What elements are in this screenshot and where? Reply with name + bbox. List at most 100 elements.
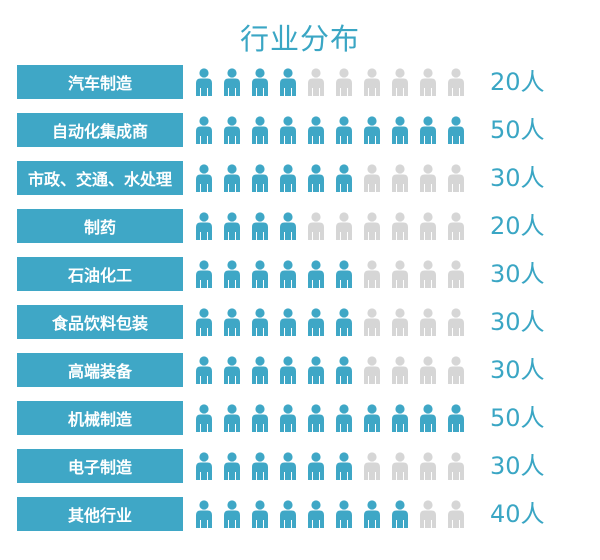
person-icon	[448, 68, 464, 96]
person-icon	[448, 404, 464, 432]
value-label: 40人	[490, 500, 545, 528]
person-icon	[224, 404, 240, 432]
person-icon	[364, 68, 380, 96]
person-icon	[364, 356, 380, 384]
icon-bar	[194, 308, 474, 336]
person-icon	[196, 356, 212, 384]
person-icon	[280, 164, 296, 192]
person-icon	[392, 404, 408, 432]
person-icon	[392, 260, 408, 288]
person-icon	[364, 452, 380, 480]
chart-title: 行业分布	[239, 22, 360, 56]
person-icon	[336, 68, 352, 96]
person-icon	[280, 260, 296, 288]
category-label: 汽车制造	[17, 65, 183, 99]
category-label: 制药	[17, 209, 183, 243]
category-label: 高端装备	[17, 353, 183, 387]
icon-bar	[194, 500, 474, 528]
person-icon	[252, 212, 268, 240]
icon-bar	[194, 260, 474, 288]
person-icon	[196, 452, 212, 480]
person-icon	[448, 260, 464, 288]
person-icon	[364, 260, 380, 288]
person-icon	[280, 212, 296, 240]
person-icon	[252, 500, 268, 528]
person-icon	[336, 500, 352, 528]
category-label: 机械制造	[17, 401, 183, 435]
icon-bar	[194, 404, 474, 432]
person-icon	[280, 404, 296, 432]
person-icon	[448, 452, 464, 480]
person-icon	[308, 404, 324, 432]
chart-row: 自动化集成商 50人	[0, 113, 600, 147]
person-icon	[280, 452, 296, 480]
person-icon	[336, 308, 352, 336]
person-icon	[308, 212, 324, 240]
person-icon	[448, 164, 464, 192]
person-icon	[420, 404, 436, 432]
person-icon	[420, 116, 436, 144]
category-label: 石油化工	[17, 257, 183, 291]
person-icon	[420, 308, 436, 336]
person-icon	[224, 452, 240, 480]
person-icon	[392, 164, 408, 192]
icon-bar	[194, 164, 474, 192]
icon-bar	[194, 116, 474, 144]
value-label: 50人	[490, 404, 545, 432]
value-label: 30人	[490, 356, 545, 384]
person-icon	[196, 212, 212, 240]
icon-bar	[194, 212, 474, 240]
value-label: 30人	[490, 308, 545, 336]
person-icon	[336, 164, 352, 192]
person-icon	[364, 164, 380, 192]
person-icon	[280, 68, 296, 96]
person-icon	[280, 116, 296, 144]
person-icon	[308, 68, 324, 96]
person-icon	[392, 212, 408, 240]
person-icon	[196, 308, 212, 336]
person-icon	[420, 68, 436, 96]
chart-row: 高端装备 30人	[0, 353, 600, 387]
person-icon	[364, 500, 380, 528]
person-icon	[336, 404, 352, 432]
person-icon	[196, 164, 212, 192]
person-icon	[308, 356, 324, 384]
person-icon	[336, 356, 352, 384]
person-icon	[448, 500, 464, 528]
person-icon	[420, 164, 436, 192]
person-icon	[280, 500, 296, 528]
chart-row: 食品饮料包装 30人	[0, 305, 600, 339]
person-icon	[392, 68, 408, 96]
person-icon	[196, 404, 212, 432]
category-label: 其他行业	[17, 497, 183, 531]
person-icon	[252, 404, 268, 432]
chart-row: 汽车制造 20人	[0, 65, 600, 99]
person-icon	[224, 116, 240, 144]
person-icon	[196, 500, 212, 528]
value-label: 50人	[490, 116, 545, 144]
category-label: 市政、交通、水处理	[17, 161, 183, 195]
person-icon	[308, 500, 324, 528]
category-label: 食品饮料包装	[17, 305, 183, 339]
person-icon	[420, 356, 436, 384]
person-icon	[196, 68, 212, 96]
person-icon	[336, 452, 352, 480]
person-icon	[224, 164, 240, 192]
person-icon	[336, 260, 352, 288]
person-icon	[308, 260, 324, 288]
value-label: 30人	[490, 164, 545, 192]
person-icon	[392, 452, 408, 480]
person-icon	[224, 68, 240, 96]
person-icon	[224, 212, 240, 240]
person-icon	[392, 308, 408, 336]
person-icon	[392, 500, 408, 528]
person-icon	[252, 356, 268, 384]
person-icon	[252, 308, 268, 336]
person-icon	[196, 260, 212, 288]
chart-row: 机械制造 50人	[0, 401, 600, 435]
category-label: 自动化集成商	[17, 113, 183, 147]
value-label: 30人	[490, 260, 545, 288]
person-icon	[420, 260, 436, 288]
person-icon	[252, 116, 268, 144]
